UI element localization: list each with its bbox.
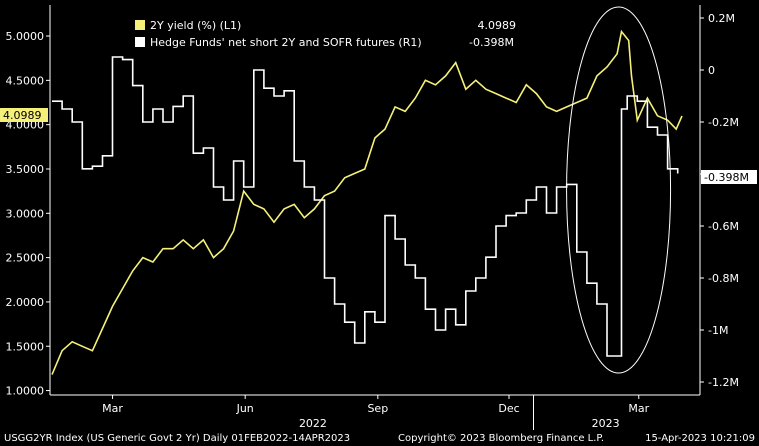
left-tick-label: 2.5000: [6, 252, 45, 265]
x-tick-label: Dec: [498, 402, 519, 415]
left-tick-label: 3.0000: [6, 207, 45, 220]
axes: 5.00004.50004.00003.50003.00002.50002.00…: [6, 5, 739, 430]
right-tick-label: -0.6M: [708, 220, 739, 233]
last-value-right-box: [701, 170, 757, 184]
legend-label-hedge: Hedge Funds' net short 2Y and SOFR futur…: [150, 36, 422, 49]
x-tick-label: Mar: [628, 402, 649, 415]
last-value-right: -0.398M: [701, 170, 757, 184]
x-tick-label: Mar: [102, 402, 123, 415]
last-value-left-box: [0, 108, 48, 122]
x-year-label: 2023: [592, 417, 620, 430]
legend-label-yield: 2Y yield (%) (L1): [150, 19, 241, 32]
legend-swatch-hedge: [135, 37, 145, 47]
footer: USGG2YR Index (US Generic Govt 2 Yr) Dai…: [4, 433, 755, 444]
footer-left: USGG2YR Index (US Generic Govt 2 Yr) Dai…: [4, 433, 350, 444]
right-tick-label: -0.8M: [708, 272, 739, 285]
series-layer: [51, 29, 683, 375]
right-tick-label: -1M: [708, 324, 728, 337]
right-tick-label: -0.2M: [708, 116, 739, 129]
x-year-label: 2022: [299, 417, 327, 430]
left-tick-label: 3.5000: [6, 163, 45, 176]
left-tick-label: 1.5000: [6, 340, 45, 353]
series-line-yield: [51, 29, 683, 375]
last-value-left-text: 4.0989: [3, 109, 42, 122]
right-tick-label: -1.2M: [708, 376, 739, 389]
footer-right: 15-Apr-2023 10:21:09: [645, 433, 755, 444]
annotations: [566, 6, 672, 374]
x-tick-label: Sep: [367, 402, 388, 415]
legend-value-hedge: -0.398M: [469, 36, 514, 49]
annotation-ellipse: [566, 6, 672, 374]
last-value-right-text: -0.398M: [704, 171, 749, 184]
legend-value-yield: 4.0989: [478, 19, 517, 32]
left-tick-label: 1.0000: [6, 385, 45, 398]
legend: 2Y yield (%) (L1) 4.0989 Hedge Funds' ne…: [135, 19, 516, 49]
right-tick-label: 0: [708, 64, 715, 77]
footer-center: Copyright© 2023 Bloomberg Finance L.P.: [398, 433, 604, 444]
left-tick-label: 5.0000: [6, 30, 45, 43]
legend-swatch-yield: [135, 20, 145, 30]
last-value-left: 4.0989: [0, 108, 48, 122]
left-tick-label: 4.5000: [6, 74, 45, 87]
x-tick-label: Jun: [236, 402, 254, 415]
series-line-hedge: [52, 56, 679, 357]
right-tick-label: 0.2M: [708, 12, 735, 25]
left-tick-label: 2.0000: [6, 296, 45, 309]
